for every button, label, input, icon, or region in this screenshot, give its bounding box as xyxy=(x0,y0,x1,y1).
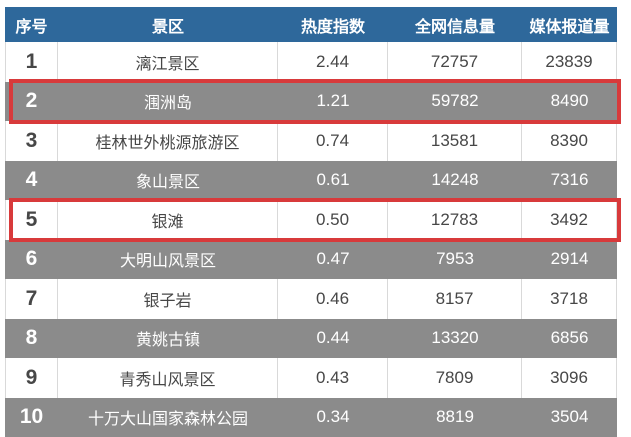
table-body: 1 漓江景区 2.44 72757 23839 2 涠洲岛 1.21 59782 8490 3 桂林世… xyxy=(5,42,621,437)
scenic-area-cell: 桂林世外桃源旅游区 xyxy=(58,121,278,161)
table-row: 10 十万大山国家森林公园 0.34 8819 3504 xyxy=(5,397,617,437)
table-header-row: 序号 景区 热度指数 全网信息量 媒体报道量 xyxy=(5,7,617,42)
heat-index-cell: 2.44 xyxy=(278,42,388,82)
media-reports-cell: 3492 xyxy=(522,200,617,240)
scenic-area-cell: 漓江景区 xyxy=(58,42,278,82)
total-info-cell: 8157 xyxy=(388,279,522,319)
header-total-info: 全网信息量 xyxy=(414,18,495,36)
header-media-reports: 媒体报道量 xyxy=(529,18,610,36)
scenic-area-ranking-table: 序号 景区 热度指数 全网信息量 媒体报道量 1 漓江景区 2.44 72757 238… xyxy=(5,7,621,437)
media-reports-cell: 7316 xyxy=(550,170,589,190)
scenic-area-cell: 银子岩 xyxy=(58,279,278,319)
heat-index-cell: 0.61 xyxy=(316,170,350,190)
rank-cell: 9 xyxy=(5,358,58,398)
rank-cell: 4 xyxy=(25,168,38,192)
heat-index-cell: 0.34 xyxy=(316,407,350,427)
header-scenic-area: 景区 xyxy=(151,18,184,36)
table-row: 1 漓江景区 2.44 72757 23839 xyxy=(5,42,617,82)
rank-cell: 2 xyxy=(25,89,38,113)
heat-index-cell: 0.47 xyxy=(316,249,350,269)
scenic-area-cell: 象山景区 xyxy=(135,174,200,192)
media-reports-cell: 3718 xyxy=(522,279,617,319)
media-reports-cell: 3504 xyxy=(550,407,589,427)
table-row: 5 银滩 0.50 12783 3492 xyxy=(5,197,621,242)
media-reports-cell: 8490 xyxy=(550,91,589,111)
total-info-cell: 12783 xyxy=(388,200,522,240)
total-info-cell: 72757 xyxy=(388,42,522,82)
media-reports-cell: 23839 xyxy=(522,42,617,82)
table-row: 6 大明山风景区 0.47 7953 2914 xyxy=(5,239,617,279)
total-info-cell: 59782 xyxy=(431,91,479,111)
rank-cell: 7 xyxy=(5,279,58,319)
scenic-area-cell: 黄姚古镇 xyxy=(135,332,200,350)
media-reports-cell: 6856 xyxy=(550,328,589,348)
rank-cell: 1 xyxy=(5,42,58,82)
table-row: 9 青秀山风景区 0.43 7809 3096 xyxy=(5,358,617,398)
total-info-cell: 14248 xyxy=(431,170,479,190)
table-row: 8 黄姚古镇 0.44 13320 6856 xyxy=(5,318,617,358)
rank-cell: 6 xyxy=(25,247,38,271)
total-info-cell: 13581 xyxy=(388,121,522,161)
media-reports-cell: 2914 xyxy=(550,249,589,269)
header-heat-index: 热度指数 xyxy=(300,18,365,36)
rank-cell: 8 xyxy=(25,326,38,350)
table-row: 3 桂林世外桃源旅游区 0.74 13581 8390 xyxy=(5,121,617,161)
heat-index-cell: 1.21 xyxy=(316,91,350,111)
scenic-area-cell: 青秀山风景区 xyxy=(58,358,278,398)
scenic-area-cell: 涠洲岛 xyxy=(143,95,192,113)
table-row: 4 象山景区 0.61 14248 7316 xyxy=(5,160,617,200)
header-rank: 序号 xyxy=(15,18,48,36)
media-reports-cell: 3096 xyxy=(522,358,617,398)
media-reports-cell: 8390 xyxy=(522,121,617,161)
rank-cell: 10 xyxy=(19,405,44,429)
scenic-area-cell: 银滩 xyxy=(58,200,278,240)
heat-index-cell: 0.74 xyxy=(278,121,388,161)
rank-cell: 5 xyxy=(5,200,58,240)
heat-index-cell: 0.50 xyxy=(278,200,388,240)
total-info-cell: 13320 xyxy=(431,328,479,348)
heat-index-cell: 0.43 xyxy=(278,358,388,398)
rank-cell: 3 xyxy=(5,121,58,161)
total-info-cell: 7953 xyxy=(436,249,474,269)
total-info-cell: 7809 xyxy=(388,358,522,398)
total-info-cell: 8819 xyxy=(436,407,474,427)
heat-index-cell: 0.46 xyxy=(278,279,388,319)
heat-index-cell: 0.44 xyxy=(316,328,350,348)
table-row: 7 银子岩 0.46 8157 3718 xyxy=(5,279,617,319)
scenic-area-cell: 大明山风景区 xyxy=(119,253,216,271)
table-row: 2 涠洲岛 1.21 59782 8490 xyxy=(5,79,621,123)
scenic-area-cell: 十万大山国家森林公园 xyxy=(87,411,248,429)
